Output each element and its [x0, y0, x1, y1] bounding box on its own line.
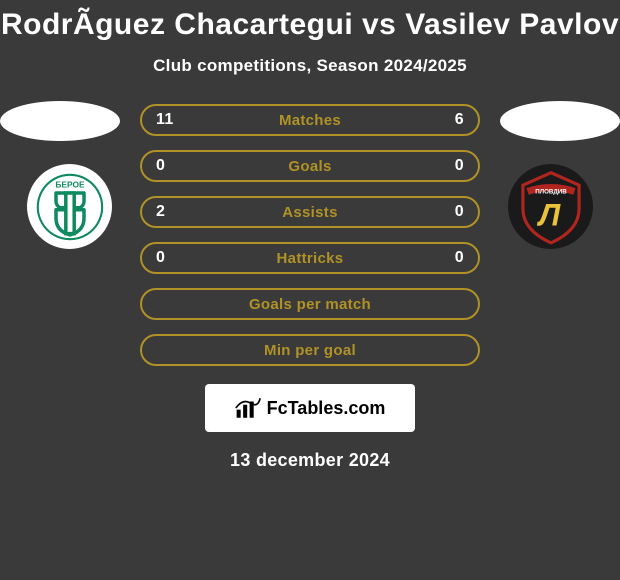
stat-value-left: 0: [156, 157, 165, 175]
stats-bars: 11 Matches 6 0 Goals 0 2 Assists 0 0 Hattricks 0 Goa…: [140, 104, 480, 366]
stat-value-left: 0: [156, 249, 165, 267]
stat-bar: 0 Goals 0: [140, 150, 480, 182]
stat-bar: 0 Hattricks 0: [140, 242, 480, 274]
stat-bar: Goals per match: [140, 288, 480, 320]
stat-bar: Min per goal: [140, 334, 480, 366]
stat-value-right: 6: [455, 111, 464, 129]
subtitle: Club competitions, Season 2024/2025: [0, 56, 620, 76]
stat-value-right: 0: [455, 203, 464, 221]
stat-value-right: 0: [455, 249, 464, 267]
stat-label: Hattricks: [277, 250, 344, 267]
lokomotiv-crest-icon: ПЛОВДИВ Л: [512, 168, 590, 246]
stat-bar: 2 Assists 0: [140, 196, 480, 228]
stat-label: Goals: [288, 158, 331, 175]
lokomotiv-ribbon-text: ПЛОВДИВ: [535, 188, 567, 195]
stat-label: Min per goal: [264, 342, 356, 359]
stat-value-left: 11: [156, 111, 174, 129]
stat-label: Assists: [282, 204, 337, 221]
chart-icon: [235, 396, 261, 420]
comparison-area: БЕРОЕ ПЛОВДИВ Л 11 Matches 6 0 Goals 0 2 Assist…: [0, 104, 620, 366]
beroe-badge-text: БЕРОЕ: [55, 179, 85, 189]
page-title: RodrÃ­guez Chacartegui vs Vasilev Pavlov: [0, 0, 620, 42]
stat-label: Goals per match: [249, 296, 371, 313]
stat-value-right: 0: [455, 157, 464, 175]
date-text: 13 december 2024: [0, 450, 620, 471]
stat-bar: 11 Matches 6: [140, 104, 480, 136]
player-ellipse-left: [0, 101, 120, 141]
stat-value-left: 2: [156, 203, 165, 221]
team-logo-left: БЕРОЕ: [27, 164, 112, 249]
beroe-crest-icon: БЕРОЕ: [35, 172, 105, 242]
team-logo-right: ПЛОВДИВ Л: [508, 164, 593, 249]
lokomotiv-letter: Л: [536, 197, 560, 232]
player-ellipse-right: [500, 101, 620, 141]
fctables-badge: FcTables.com: [205, 384, 415, 432]
stat-label: Matches: [279, 112, 341, 129]
fctables-text: FcTables.com: [267, 398, 386, 419]
